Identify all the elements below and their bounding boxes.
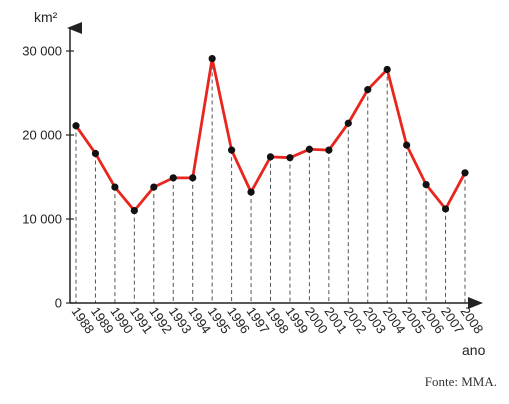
data-point (91, 149, 100, 158)
data-point (169, 174, 177, 182)
y-tick-label: 20 000 (22, 128, 62, 143)
data-point (441, 205, 450, 213)
data-point (403, 141, 411, 149)
data-point (130, 207, 138, 215)
data-point (305, 145, 313, 153)
data-point (325, 146, 333, 154)
data-point (286, 154, 294, 162)
data-point (344, 119, 352, 127)
y-tick-label: 30 000 (22, 44, 62, 59)
data-point (461, 169, 469, 177)
x-axis-label: ano (462, 342, 486, 358)
data-point (189, 174, 197, 182)
data-point (247, 188, 255, 196)
data-point (111, 183, 119, 191)
data-point (72, 122, 80, 130)
data-point (228, 146, 236, 154)
data-point (422, 180, 430, 189)
data-point (383, 65, 391, 74)
data-point (208, 54, 216, 63)
data-point (150, 183, 158, 191)
y-axis-label: km² (34, 9, 58, 25)
drop-lines (75, 58, 466, 303)
y-tick-label: 0 (55, 296, 62, 311)
y-tick-label: 10 000 (22, 212, 62, 227)
data-point (364, 86, 372, 94)
y-ticks: 0 10 000 20 000 30 000 (22, 44, 74, 311)
data-points (72, 54, 469, 215)
x-ticks: 1988198919901991199219931994199519961997… (69, 304, 487, 336)
data-point (266, 153, 275, 161)
source-note: Fonte: MMA. (424, 374, 497, 389)
